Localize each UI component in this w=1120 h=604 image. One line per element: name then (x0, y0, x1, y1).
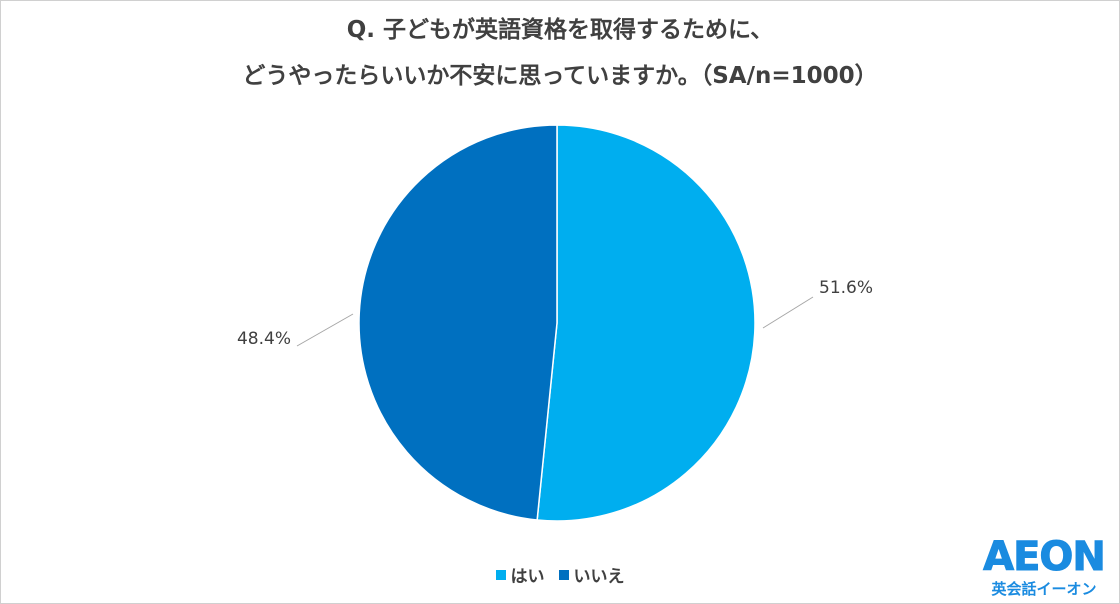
leader-line-1 (296, 313, 354, 347)
data-label-0: 51.6% (819, 278, 873, 298)
legend-swatch-no (558, 569, 569, 580)
chart-title: Q. 子どもが英語資格を取得するために、 どうやったらいいか不安に思っていますか… (1, 7, 1119, 99)
legend-item-yes: はい (495, 562, 545, 587)
aeon-logo-mark: AEON (983, 534, 1107, 580)
leader-line-0 (762, 296, 814, 329)
chart-legend: はい いいえ (1, 562, 1119, 587)
chart-title-line-1: Q. 子どもが英語資格を取得するために、 (346, 17, 774, 43)
pie-slice-1 (358, 124, 558, 521)
legend-item-no: いいえ (558, 562, 625, 587)
chart-title-line-2: どうやったらいいか不安に思っていますか。（SA/n=1000） (242, 63, 878, 89)
pie-slice-0 (536, 124, 756, 522)
data-label-1: 48.4% (237, 329, 291, 349)
legend-label-no: いいえ (573, 567, 625, 587)
aeon-logo-subtitle: 英会話イーオン (991, 580, 1097, 598)
legend-label-yes: はい (510, 567, 545, 587)
aeon-logo: AEON 英会話イーオン (979, 537, 1109, 599)
legend-swatch-yes (495, 569, 506, 580)
